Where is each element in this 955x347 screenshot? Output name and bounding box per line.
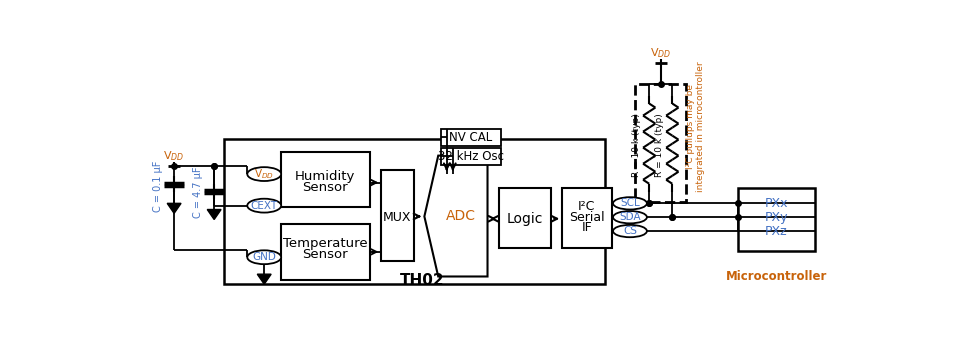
- Bar: [224, 139, 605, 284]
- Bar: [440, 148, 500, 165]
- Ellipse shape: [613, 211, 647, 223]
- Bar: [281, 224, 370, 280]
- Text: 32 kHz Osc: 32 kHz Osc: [437, 150, 503, 163]
- Text: Logic: Logic: [507, 212, 543, 226]
- Text: I²C pullups may be
integrated in microcontroller: I²C pullups may be integrated in microco…: [686, 61, 705, 192]
- Text: PXz: PXz: [765, 225, 788, 238]
- Text: Microcontroller: Microcontroller: [726, 270, 827, 283]
- Text: CEXT: CEXT: [250, 201, 278, 211]
- Bar: [440, 129, 500, 146]
- Text: SDA: SDA: [619, 212, 641, 222]
- Ellipse shape: [247, 250, 281, 264]
- Polygon shape: [167, 203, 181, 213]
- Text: Temperature: Temperature: [283, 237, 368, 250]
- Text: I²C: I²C: [578, 200, 596, 213]
- Polygon shape: [257, 274, 271, 284]
- Ellipse shape: [613, 225, 647, 237]
- Bar: [738, 188, 815, 251]
- Polygon shape: [207, 210, 222, 220]
- Text: Humidity: Humidity: [295, 170, 355, 183]
- Bar: [381, 170, 414, 261]
- Text: IF: IF: [582, 221, 592, 235]
- Bar: [634, 84, 687, 202]
- Text: PXy: PXy: [765, 211, 788, 224]
- Text: R = 10 k (typ): R = 10 k (typ): [655, 114, 664, 177]
- Text: C = 4.7 µF: C = 4.7 µF: [193, 167, 203, 218]
- Polygon shape: [424, 155, 487, 277]
- Text: CS: CS: [623, 226, 637, 236]
- Bar: [562, 188, 612, 248]
- Text: MUX: MUX: [383, 211, 412, 224]
- Text: C = 0.1 µF: C = 0.1 µF: [153, 161, 163, 212]
- Text: ADC: ADC: [446, 210, 476, 223]
- Text: GND: GND: [252, 252, 276, 262]
- Text: R = 10 k (typ): R = 10 k (typ): [631, 114, 641, 177]
- Ellipse shape: [613, 197, 647, 210]
- Bar: [499, 188, 551, 248]
- Text: Sensor: Sensor: [302, 181, 348, 194]
- Text: V$_{DD}$: V$_{DD}$: [163, 150, 184, 163]
- Text: Serial: Serial: [569, 211, 605, 224]
- Text: SCL: SCL: [620, 198, 640, 208]
- Ellipse shape: [247, 167, 281, 181]
- Text: V$_{DD}$: V$_{DD}$: [254, 167, 274, 181]
- Text: V$_{DD}$: V$_{DD}$: [650, 46, 671, 60]
- Bar: [281, 152, 370, 207]
- Text: TH02: TH02: [400, 273, 444, 288]
- Text: NV CAL: NV CAL: [449, 130, 492, 144]
- Text: PXx: PXx: [765, 197, 788, 210]
- Ellipse shape: [247, 199, 281, 213]
- Text: Sensor: Sensor: [302, 248, 348, 261]
